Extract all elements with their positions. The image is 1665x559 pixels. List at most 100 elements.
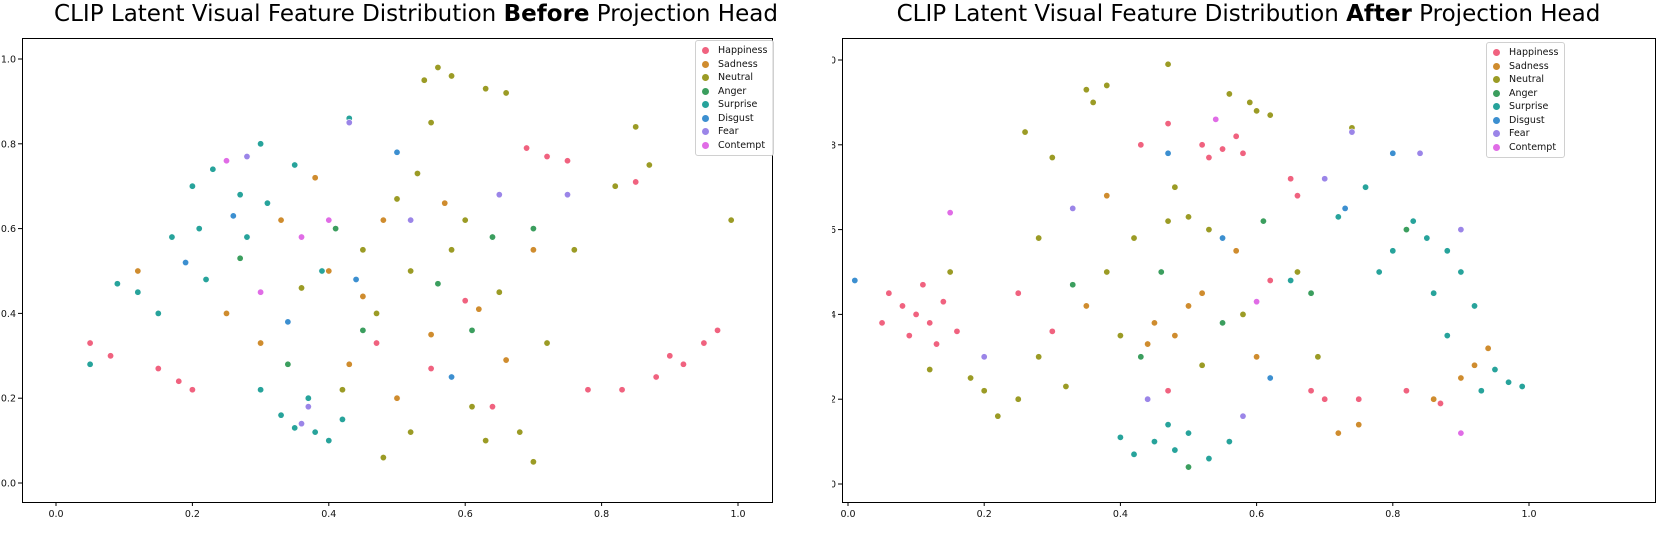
scatter-point-neutral	[407, 267, 415, 275]
scatter-point-surprise	[236, 191, 244, 199]
scatter-point-happiness	[926, 319, 934, 327]
scatter-point-neutral	[1103, 81, 1111, 89]
scatter-point-disgust	[182, 259, 190, 267]
scatter-point-happiness	[1164, 387, 1172, 395]
scatter-point-happiness	[461, 297, 469, 305]
legend-label: Surprise	[718, 99, 758, 111]
chart-panel-before: CLIP Latent Visual Feature Distribution …	[0, 0, 832, 559]
legend-item-contempt: Contempt	[1493, 141, 1558, 155]
scatter-point-neutral	[1130, 234, 1138, 242]
scatter-point-neutral	[1225, 90, 1233, 98]
scatter-point-surprise	[134, 288, 142, 296]
scatter-point-surprise	[1130, 450, 1138, 458]
scatter-point-sadness	[223, 309, 231, 317]
scatter-point-fear	[980, 353, 988, 361]
y-tick-label: 0.4	[832, 310, 836, 321]
scatter-point-anger	[332, 225, 340, 233]
x-tick-label: 0.8	[594, 509, 609, 520]
scatter-point-happiness	[1198, 141, 1206, 149]
scatter-point-anger	[1402, 226, 1410, 234]
legend-label: Neutral	[1509, 74, 1545, 86]
scatter-point-surprise	[291, 161, 299, 169]
scatter-point-sadness	[529, 246, 537, 254]
scatter-point-neutral	[1253, 107, 1261, 115]
scatter-point-sadness	[325, 267, 333, 275]
scatter-point-surprise	[1150, 438, 1158, 446]
scatter-point-happiness	[1164, 120, 1172, 128]
scatter-point-neutral	[926, 366, 934, 374]
scatter-point-surprise	[1409, 217, 1417, 225]
scatter-point-neutral	[468, 403, 476, 411]
chart-title-before: CLIP Latent Visual Feature Distribution …	[0, 1, 832, 27]
scatter-point-surprise	[1471, 302, 1479, 310]
scatter-point-sadness	[1471, 361, 1479, 369]
scatter-point-surprise	[168, 233, 176, 241]
scatter-point-surprise	[1334, 213, 1342, 221]
scatter-point-neutral	[1035, 234, 1043, 242]
x-tick-label: 0.6	[458, 509, 473, 520]
scatter-point-surprise	[209, 165, 217, 173]
legend-swatch	[702, 87, 709, 95]
scatter-point-surprise	[202, 275, 210, 283]
scatter-point-disgust	[284, 318, 292, 326]
scatter-point-neutral	[373, 309, 381, 317]
scatter-point-fear	[304, 403, 312, 411]
legend-label: Anger	[718, 85, 747, 97]
scatter-point-neutral	[570, 246, 578, 254]
legend-item-sadness: Sadness	[1493, 60, 1558, 74]
scatter-point-happiness	[107, 352, 115, 360]
scatter-point-happiness	[679, 360, 687, 368]
y-tick-label: 0.0	[1, 479, 16, 490]
legend-after: Happiness Sadness Neutral Anger Surprise Disg…	[1486, 42, 1566, 158]
scatter-point-happiness	[666, 352, 674, 360]
scatter-point-fear	[243, 153, 251, 161]
scatter-point-sadness	[257, 339, 265, 347]
scatter-point-happiness	[1307, 387, 1315, 395]
scatter-point-anger	[1069, 281, 1077, 289]
scatter-point-neutral	[516, 428, 524, 436]
scatter-point-anger	[1157, 268, 1165, 276]
scatter-point-happiness	[1232, 132, 1240, 140]
scatter-point-neutral	[1239, 310, 1247, 318]
scatter-point-happiness	[1137, 141, 1145, 149]
scatter-point-anger	[284, 360, 292, 368]
scatter-point-sadness	[1484, 344, 1492, 352]
scatter-point-surprise	[304, 394, 312, 402]
axes-frame	[22, 38, 773, 503]
scatter-point-neutral	[1035, 353, 1043, 361]
legend-label: Sadness	[718, 58, 758, 70]
scatter-point-sadness	[359, 292, 367, 300]
scatter-point-surprise	[338, 415, 346, 423]
scatter-point-contempt	[257, 288, 265, 296]
scatter-point-neutral	[407, 428, 415, 436]
scatter-point-disgust	[352, 275, 360, 283]
scatter-point-fear	[563, 191, 571, 199]
legend-item-contempt: Contempt	[702, 139, 767, 153]
legend-item-neutral: Neutral	[702, 71, 767, 85]
legend-label: Neutral	[718, 72, 754, 84]
scatter-point-happiness	[885, 289, 893, 297]
scatter-point-surprise	[154, 309, 162, 317]
scatter-point-sadness	[1082, 302, 1090, 310]
scatter-point-neutral	[980, 387, 988, 395]
scatter-point-surprise	[1287, 276, 1295, 284]
scatter-point-sadness	[475, 305, 483, 313]
legend-item-sadness: Sadness	[702, 58, 767, 72]
scatter-point-fear	[1321, 175, 1329, 183]
scatter-point-surprise	[243, 233, 251, 241]
scatter-point-fear	[298, 420, 306, 428]
scatter-point-sadness	[1253, 353, 1261, 361]
scatter-point-anger	[1259, 217, 1267, 225]
scatter-point-surprise	[1505, 378, 1513, 386]
scatter-point-fear	[345, 119, 353, 127]
scatter-point-surprise	[277, 411, 285, 419]
scatter-point-sadness	[1457, 374, 1465, 382]
scatter-point-neutral	[1062, 382, 1070, 390]
scatter-point-surprise	[1184, 429, 1192, 437]
y-tick-label: 0.6	[832, 225, 836, 236]
legend-label: Disgust	[1509, 114, 1545, 126]
legend-swatch	[702, 128, 709, 136]
scatter-point-surprise	[257, 140, 265, 148]
scatter-point-surprise	[257, 386, 265, 394]
legend-swatch	[1493, 89, 1500, 97]
